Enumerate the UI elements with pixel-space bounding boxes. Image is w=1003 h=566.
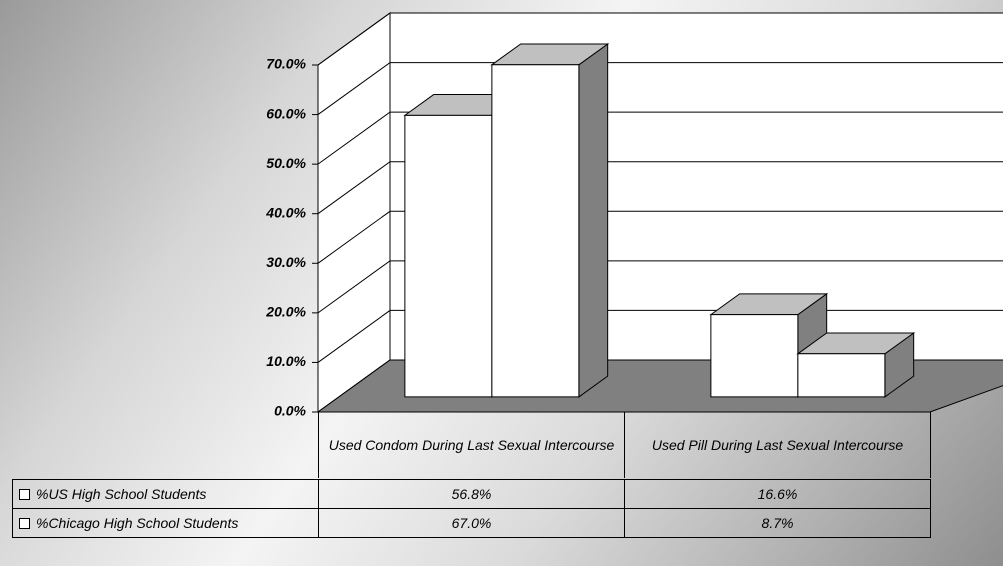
legend-entry: %Chicago High School Students — [12, 508, 319, 538]
y-tick-label: 0.0% — [274, 403, 306, 419]
legend-label: %Chicago High School Students — [36, 515, 239, 531]
data-label: 67.0% — [318, 508, 625, 538]
bar-side — [578, 43, 609, 398]
grid-line — [317, 210, 1003, 264]
grid-line — [317, 62, 1003, 115]
y-tick-label: 30.0% — [266, 254, 306, 270]
bar-front — [491, 64, 580, 398]
y-tick-label: 50.0% — [266, 155, 306, 171]
data-label: 56.8% — [318, 479, 625, 509]
bar-front — [797, 353, 886, 398]
grid-line — [317, 111, 1003, 165]
x-tick-label: Used Pill During Last Sexual Intercourse — [624, 412, 931, 478]
bar-front — [404, 114, 493, 398]
data-label: 8.7% — [624, 508, 931, 538]
grid-line — [317, 161, 1003, 215]
grid-line — [317, 309, 1003, 363]
legend-key — [19, 488, 30, 500]
side-wall — [317, 12, 391, 413]
bar — [490, 43, 610, 398]
legend-entry: %US High School Students — [12, 479, 319, 509]
y-tick-label: 20.0% — [265, 304, 306, 320]
grid-line — [317, 260, 1003, 314]
y-tick-label: 60.0% — [266, 105, 306, 121]
y-tick-label: 10.0% — [266, 353, 306, 369]
data-label: 16.6% — [624, 479, 931, 509]
bar-front — [710, 314, 799, 398]
y-tick-label: 70.0% — [266, 56, 306, 72]
y-tick-label: 40.0% — [265, 204, 306, 220]
x-tick-label: Used Condom During Last Sexual Intercour… — [318, 412, 625, 478]
bar — [796, 332, 916, 398]
grid-line — [317, 12, 1003, 66]
legend-key — [19, 517, 30, 529]
legend-label: %US High School Students — [36, 486, 207, 502]
